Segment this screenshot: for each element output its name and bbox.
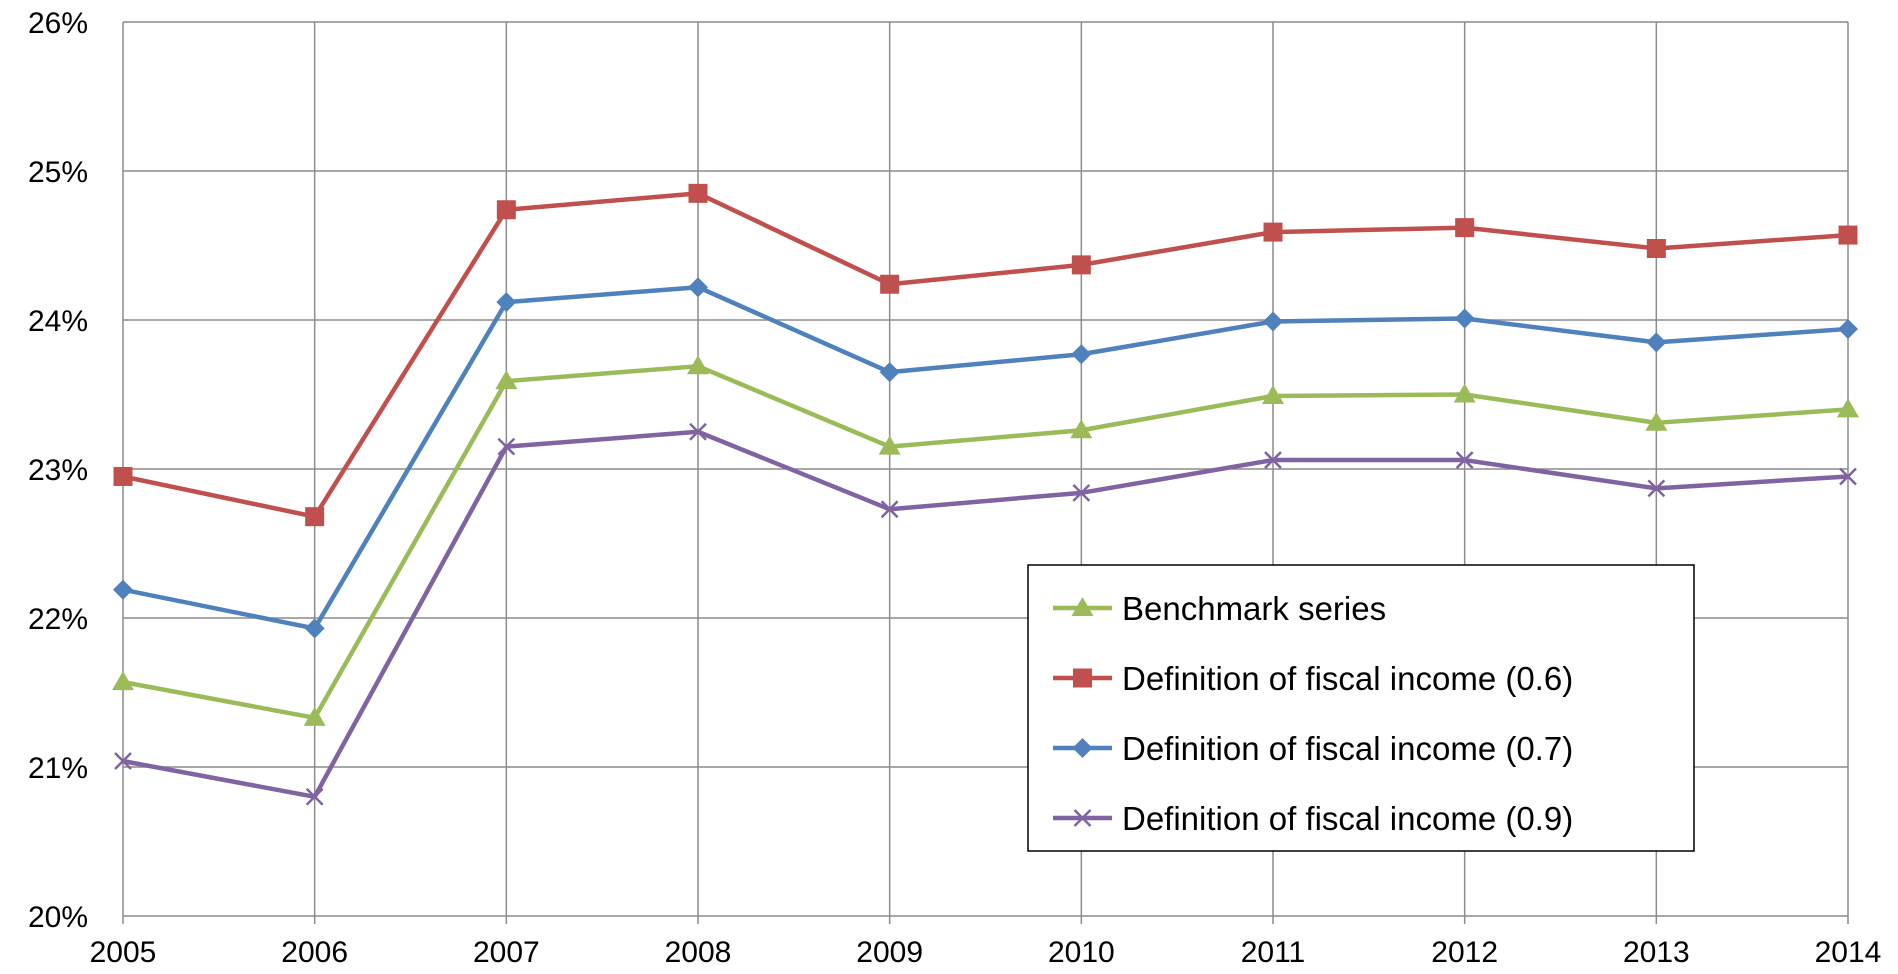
legend-item-definition-of-fiscal-income-0-6: Definition of fiscal income (0.6)	[1053, 660, 1573, 697]
data-point	[114, 752, 132, 770]
series-line	[122, 429, 1849, 800]
series-lines	[112, 183, 1859, 806]
data-point	[1837, 398, 1859, 418]
legend-label: Definition of fiscal income (0.7)	[1122, 730, 1573, 767]
legend-item-benchmark-series: Benchmark series	[1053, 590, 1386, 627]
data-point	[1070, 419, 1093, 439]
data-point	[303, 706, 326, 726]
data-point	[1263, 222, 1283, 242]
data-point	[496, 200, 516, 220]
y-tick-label: 24%	[28, 305, 88, 338]
data-point	[113, 466, 133, 486]
y-tick-label: 21%	[28, 752, 88, 785]
series-definition-of-fiscal-income-0-7	[113, 277, 1858, 639]
data-point	[878, 435, 901, 455]
x-tick-label: 2007	[473, 936, 540, 969]
data-point	[1645, 411, 1668, 431]
data-point	[305, 787, 324, 806]
legend-marker	[1073, 668, 1092, 688]
y-tick-label: 23%	[28, 454, 88, 487]
y-tick-label: 22%	[28, 603, 88, 636]
data-point	[1838, 318, 1858, 339]
y-tick-label: 26%	[28, 7, 88, 40]
series-line	[122, 284, 1849, 631]
x-axis-tick-labels: 2005 2006 2007 2008 2009 2010 2011 2012 2013 2014	[90, 936, 1882, 969]
data-point	[1262, 384, 1284, 404]
data-point	[1646, 332, 1667, 353]
data-point	[880, 274, 900, 294]
series-definition-of-fiscal-income-0-9	[114, 422, 1857, 806]
legend-marker	[1072, 738, 1093, 758]
data-point	[1839, 467, 1857, 486]
data-point	[1647, 479, 1666, 498]
data-point	[1455, 451, 1474, 469]
data-point	[1264, 451, 1282, 469]
data-point	[305, 507, 325, 527]
data-point	[1838, 225, 1858, 245]
legend-marker	[1073, 809, 1092, 827]
data-point	[1071, 255, 1091, 275]
series-line	[122, 363, 1849, 721]
x-tick-label: 2013	[1623, 936, 1690, 969]
data-point	[497, 437, 516, 456]
x-tick-label: 2008	[665, 936, 732, 969]
data-point	[1646, 238, 1666, 258]
data-point	[1453, 383, 1476, 403]
x-tick-label: 2011	[1241, 936, 1306, 969]
x-tick-label: 2005	[90, 936, 157, 969]
data-point	[112, 671, 134, 691]
legend-label: Definition of fiscal income (0.6)	[1122, 660, 1573, 697]
x-tick-label: 2010	[1048, 936, 1115, 969]
data-point	[1454, 308, 1475, 329]
x-tick-label: 2014	[1815, 936, 1882, 969]
data-point	[1072, 483, 1091, 502]
data-point	[1071, 344, 1092, 365]
x-tick-label: 2009	[856, 936, 923, 969]
series-line	[122, 191, 1849, 519]
data-point	[687, 355, 709, 375]
y-tick-label: 20%	[28, 901, 88, 934]
data-point	[495, 370, 518, 390]
data-point	[880, 500, 899, 519]
data-point	[1263, 311, 1283, 332]
data-point	[496, 292, 517, 313]
x-tick-label: 2012	[1431, 936, 1498, 969]
legend: Benchmark series Definition of fiscal inc…	[1027, 564, 1695, 852]
data-point	[879, 362, 900, 383]
data-point	[113, 579, 133, 600]
legend-item-definition-of-fiscal-income-0-7: Definition of fiscal income (0.7)	[1053, 730, 1573, 767]
data-point	[304, 618, 325, 639]
data-point	[1455, 218, 1475, 238]
data-point	[688, 183, 708, 203]
y-axis-tick-labels: 20% 21% 22% 23% 24% 25% 26%	[28, 7, 88, 934]
legend-box	[1027, 564, 1695, 852]
data-point	[688, 277, 708, 298]
series-benchmark-series	[112, 355, 1859, 726]
data-point	[689, 422, 707, 441]
legend-marker	[1071, 597, 1094, 616]
x-tick-label: 2006	[281, 936, 348, 969]
legend-label: Definition of fiscal income (0.9)	[1122, 800, 1573, 837]
series-definition-of-fiscal-income-0-6	[113, 183, 1858, 527]
y-tick-label: 25%	[28, 156, 88, 189]
legend-item-definition-of-fiscal-income-0-9: Definition of fiscal income (0.9)	[1053, 800, 1573, 837]
legend-label: Benchmark series	[1122, 590, 1386, 627]
